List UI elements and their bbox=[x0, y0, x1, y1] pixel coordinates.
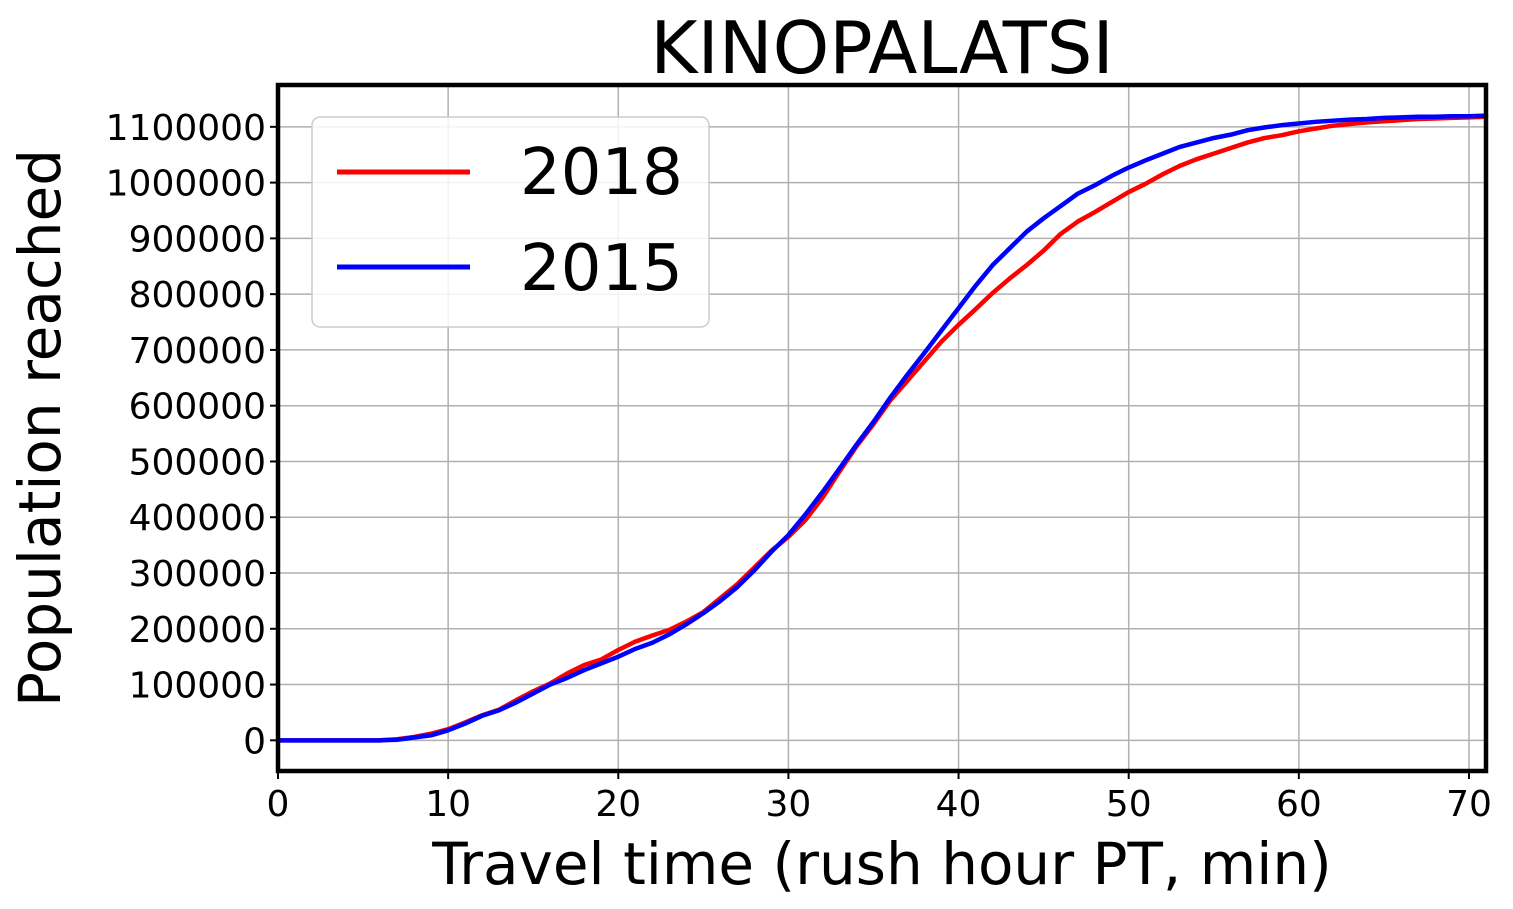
y-tick-label: 100000 bbox=[129, 666, 266, 707]
legend-label-2015: 2015 bbox=[520, 232, 683, 306]
y-tick-label: 1000000 bbox=[106, 164, 266, 205]
x-tick-label: 50 bbox=[1106, 784, 1152, 825]
x-axis-ticks: 0 10 20 30 40 50 60 70 bbox=[267, 771, 1492, 825]
y-tick-label: 200000 bbox=[129, 610, 266, 651]
y-tick-label: 600000 bbox=[129, 387, 266, 428]
y-tick-label: 0 bbox=[243, 721, 266, 762]
x-tick-label: 20 bbox=[595, 784, 641, 825]
y-axis-label: Population reached bbox=[6, 149, 74, 707]
series-line-2015 bbox=[275, 113, 1489, 743]
y-tick-label: 1100000 bbox=[106, 108, 266, 149]
x-tick-label: 70 bbox=[1446, 784, 1492, 825]
y-tick-label: 800000 bbox=[129, 275, 266, 316]
y-tick-label: 400000 bbox=[129, 498, 266, 539]
x-tick-label: 0 bbox=[267, 784, 290, 825]
y-tick-label: 900000 bbox=[129, 219, 266, 260]
legend: 2018 2015 bbox=[311, 116, 710, 328]
x-tick-label: 30 bbox=[766, 784, 812, 825]
y-tick-label: 700000 bbox=[129, 331, 266, 372]
y-tick-label: 500000 bbox=[129, 442, 266, 483]
plot-series bbox=[275, 113, 1489, 743]
y-axis-ticks: 0 100000 200000 300000 400000 500000 600000 700… bbox=[106, 108, 278, 762]
axes-frame bbox=[275, 82, 1489, 774]
x-axis-label: Travel time (rush hour PT, min) bbox=[431, 830, 1332, 898]
x-tick-label: 10 bbox=[425, 784, 471, 825]
x-tick-label: 60 bbox=[1276, 784, 1322, 825]
x-tick-label: 40 bbox=[936, 784, 982, 825]
y-tick-label: 300000 bbox=[129, 554, 266, 595]
legend-label-2018: 2018 bbox=[520, 136, 683, 210]
chart-title: KINOPALATSI bbox=[650, 6, 1113, 90]
